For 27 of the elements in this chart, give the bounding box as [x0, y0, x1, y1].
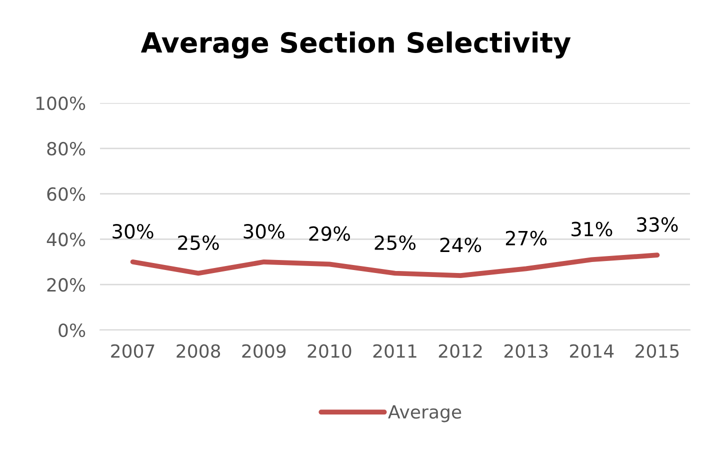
x-tick-label: 2014	[570, 344, 614, 358]
data-label: 24%	[440, 238, 482, 252]
data-label: 30%	[112, 224, 154, 239]
x-tick-label: 2007	[111, 344, 154, 358]
y-tick-label: 20%	[47, 278, 86, 292]
x-tick-label: 2012	[438, 344, 482, 358]
y-tick-label: 40%	[46, 232, 86, 246]
data-label: 25%	[178, 235, 219, 250]
chart-title: Average Section Selectivity	[140, 31, 571, 59]
y-tick-label: 60%	[47, 187, 86, 201]
y-tick-label: 80%	[47, 142, 86, 156]
data-label: 27%	[506, 230, 547, 246]
data-label: 29%	[309, 226, 350, 241]
x-tick-label: 2009	[242, 344, 286, 358]
data-label: 33%	[637, 217, 678, 232]
x-tick-label: 2015	[636, 344, 679, 358]
data-label: 30%	[244, 224, 284, 239]
x-tick-label: 2011	[373, 344, 416, 358]
x-tick-label: 2008	[176, 344, 220, 358]
data-label: 25%	[374, 235, 416, 250]
legend-label: Average	[388, 405, 462, 422]
y-tick-label: 0%	[58, 323, 86, 338]
y-tick-label: 100%	[36, 96, 86, 110]
x-tick-label: 2010	[308, 344, 352, 358]
line-series	[130, 252, 660, 278]
data-label: 31%	[572, 222, 612, 236]
x-tick-label: 2013	[504, 344, 548, 358]
